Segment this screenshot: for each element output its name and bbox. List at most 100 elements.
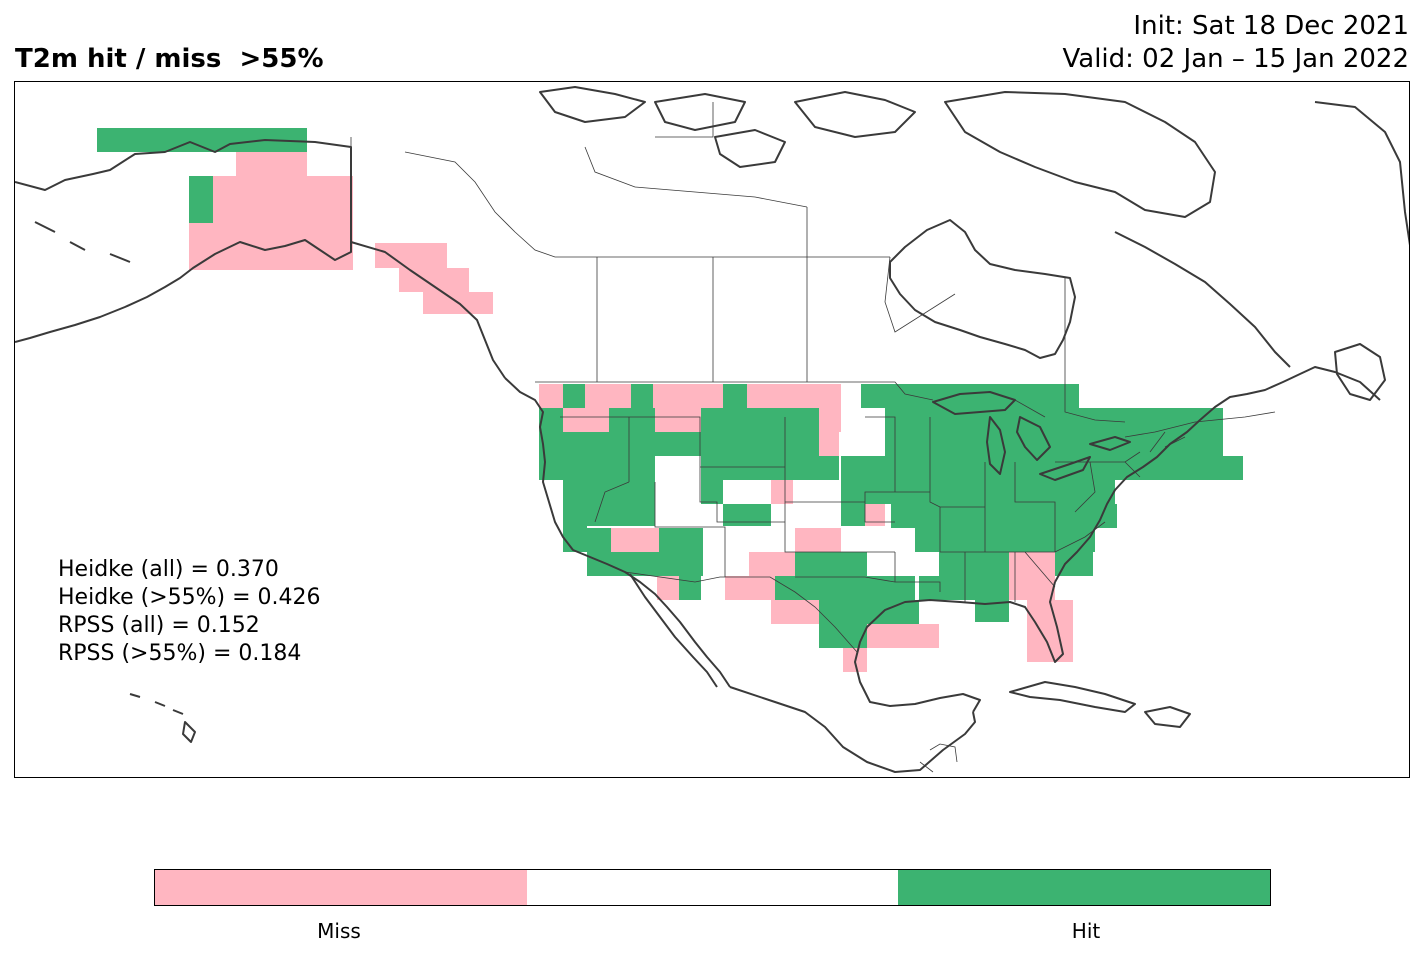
coastline-west (504, 377, 731, 688)
hit-cell (919, 576, 939, 600)
border-mexico-us (624, 571, 858, 653)
miss-cell (1027, 600, 1073, 622)
miss-cell (655, 408, 679, 432)
border-provinces (404, 102, 1126, 423)
hit-cell (723, 504, 771, 526)
rpss-55: RPSS (>55%) = 0.184 (58, 641, 302, 666)
lake-ontario (1089, 436, 1131, 451)
lake-superior (932, 391, 1016, 415)
miss-cell (771, 480, 793, 504)
hit-cell (539, 432, 839, 456)
map-title: T2m hit / miss >55% (15, 44, 324, 74)
rpss-all: RPSS (all) = 0.152 (58, 613, 260, 638)
arctic-island-4 (794, 91, 916, 138)
hit-cell (587, 504, 655, 526)
hit-cell (939, 576, 1009, 600)
colorbar (154, 869, 1271, 906)
forecast-dates: Init: Sat 18 Dec 2021 Valid: 02 Jan – 15… (1063, 10, 1410, 76)
coastline-alaska (15, 139, 352, 343)
hit-cell (539, 456, 655, 480)
hit-cell (819, 600, 919, 624)
miss-cell (1009, 552, 1055, 576)
hit-cell (975, 600, 1009, 622)
arctic-island-3 (714, 129, 786, 168)
hit-cell (659, 528, 703, 552)
miss-cell (539, 384, 563, 408)
miss-cell (585, 384, 631, 408)
hit-cell (701, 480, 723, 504)
miss-cell (375, 243, 447, 268)
colorbar-hit-segment (898, 870, 1271, 905)
hispaniola (1144, 706, 1191, 728)
hit-cell (609, 408, 655, 432)
coastline-gulf (854, 581, 1064, 713)
miss-cell (657, 576, 679, 600)
miss-cell (725, 576, 775, 600)
coastline-alaska-panhandle (350, 241, 506, 379)
miss-cell (865, 504, 885, 526)
miss-cell (587, 408, 609, 432)
valid-range: Valid: 02 Jan – 15 Jan 2022 (1062, 44, 1410, 74)
hit-cell (723, 384, 747, 408)
hit-cell (795, 552, 867, 576)
baffin-island (944, 91, 1216, 218)
arctic-island-2 (654, 93, 746, 131)
border-us-states (560, 416, 1186, 602)
miss-cell (783, 384, 841, 408)
hit-cell (841, 456, 1243, 480)
hit-cell (657, 552, 703, 576)
hit-miss-grid (97, 128, 1243, 672)
hit-cell (861, 384, 891, 408)
miss-cell (819, 432, 839, 456)
border-canada-us (535, 381, 1276, 438)
labrador-coast (1114, 231, 1291, 368)
hit-cell (783, 408, 819, 432)
hit-cell (891, 384, 1079, 408)
hit-cell (775, 576, 915, 600)
heidke-55: Heidke (>55%) = 0.426 (58, 585, 321, 610)
hit-cell (563, 504, 587, 528)
miss-cell (653, 384, 723, 408)
coastlines (15, 86, 1409, 773)
coastline-hudson-bay (889, 219, 1076, 359)
cuba (1009, 681, 1136, 713)
coastline-east (1054, 366, 1381, 583)
hit-cell (631, 384, 653, 408)
colorbar-label-miss: Miss (317, 919, 361, 943)
newfoundland (1334, 343, 1386, 401)
hit-cell (891, 504, 1117, 528)
lake-huron (1016, 416, 1051, 461)
colorbar-miss-segment (155, 870, 527, 905)
miss-cell (867, 624, 939, 648)
border-central-america (919, 743, 958, 773)
hit-cell (841, 504, 865, 526)
hit-cell (701, 456, 839, 480)
miss-cell (213, 176, 353, 270)
political-borders (350, 102, 1276, 773)
greenland (1314, 101, 1409, 246)
map-panel (14, 81, 1410, 778)
hit-cell (679, 576, 701, 600)
hit-cell (563, 480, 655, 504)
hit-cell (701, 408, 783, 432)
arctic-island-1 (539, 86, 646, 123)
coastline-baja (629, 573, 718, 688)
colorbar-neutral-segment (526, 870, 899, 905)
init-date: Init: Sat 18 Dec 2021 (1133, 11, 1409, 41)
hit-cell (915, 528, 1095, 552)
coastline-mexico-east (729, 686, 976, 773)
hit-cell (939, 552, 1009, 576)
hit-cell (885, 432, 1223, 456)
miss-cell (747, 384, 783, 408)
hit-cell (563, 528, 611, 552)
miss-cell (236, 152, 307, 176)
heidke-all: Heidke (all) = 0.370 (58, 557, 279, 582)
hit-cell (587, 552, 657, 576)
miss-cell (1009, 576, 1055, 600)
hit-cell (563, 384, 585, 408)
miss-cell (749, 552, 795, 576)
coastline-aleutians (34, 221, 131, 263)
lake-erie (1039, 456, 1091, 481)
miss-cell (819, 408, 841, 432)
miss-cell (679, 408, 701, 432)
